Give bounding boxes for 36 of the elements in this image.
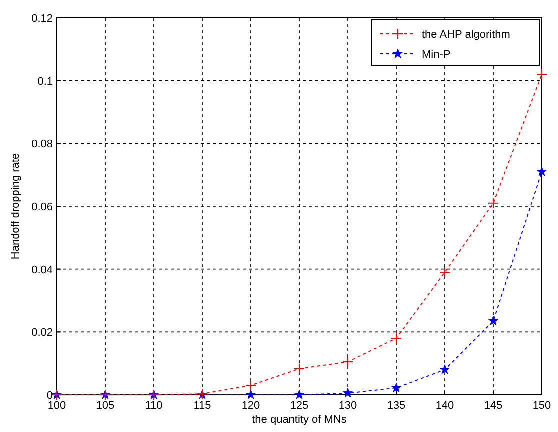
x-tick-label: 130 <box>338 400 358 412</box>
y-tick-label: 0.12 <box>32 13 53 25</box>
x-tick-label: 110 <box>145 400 163 412</box>
y-tick-label: 0.1 <box>38 76 53 88</box>
y-tick-label: 0 <box>46 390 53 402</box>
point <box>391 382 402 392</box>
point <box>246 390 256 400</box>
point <box>536 166 548 176</box>
x-tick-label: 135 <box>387 400 406 412</box>
x-tick-label: 115 <box>194 400 212 412</box>
point <box>488 198 499 209</box>
y-axis-title: Handoff dropping rate <box>10 153 22 260</box>
point <box>488 316 499 326</box>
y-tick-label: 0.08 <box>32 138 53 151</box>
point <box>440 364 450 374</box>
x-tick-label: 100 <box>48 400 66 412</box>
x-tick-label: 105 <box>96 400 115 412</box>
legend-label: the AHP algorithm <box>422 29 510 41</box>
legend-label: Min-P <box>422 49 451 61</box>
x-tick-label: 125 <box>290 400 309 412</box>
x-axis-title: the quantity of MNs <box>252 414 348 426</box>
point <box>294 363 305 374</box>
y-tick-label: 0.04 <box>32 264 53 276</box>
x-tick-label: 140 <box>436 400 454 412</box>
y-tick-label: 0.02 <box>32 327 53 340</box>
point <box>294 390 305 400</box>
point <box>342 356 354 368</box>
x-tick-label: 145 <box>484 400 503 412</box>
point <box>342 388 354 398</box>
point <box>440 266 450 278</box>
point <box>246 380 256 392</box>
point <box>391 332 402 344</box>
x-tick-label: 150 <box>532 400 552 412</box>
x-tick-label: 120 <box>242 400 260 412</box>
y-tick-label: 0.06 <box>32 202 53 214</box>
point <box>536 69 548 80</box>
